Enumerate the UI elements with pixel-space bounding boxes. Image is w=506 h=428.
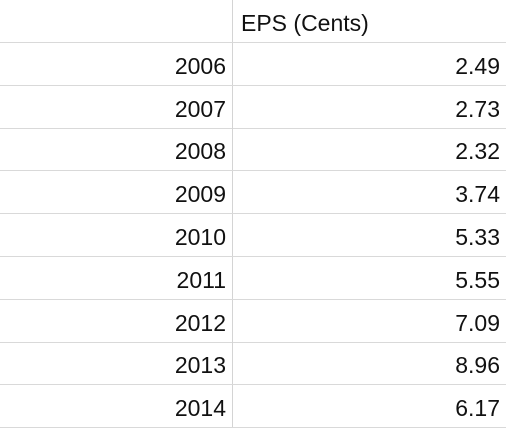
table-row: 2006 2.49: [0, 42, 506, 86]
table-row: 2007 2.73: [0, 85, 506, 129]
year-cell[interactable]: 2014: [0, 385, 233, 428]
eps-cell[interactable]: 3.74: [455, 181, 500, 208]
year-cell[interactable]: 2012: [0, 299, 233, 342]
header-row: EPS (Cents): [0, 0, 506, 43]
eps-cell[interactable]: 8.96: [455, 352, 500, 379]
eps-cell[interactable]: 2.32: [455, 138, 500, 165]
header-cell: [0, 0, 233, 42]
table-row: 2013 8.96: [0, 342, 506, 386]
year-cell[interactable]: 2010: [0, 214, 233, 256]
table-row: 2012 7.09: [0, 299, 506, 343]
table-row: 2011 5.55: [0, 256, 506, 300]
year-cell[interactable]: 2006: [0, 42, 233, 85]
table-row: 2014 6.17: [0, 385, 506, 428]
table-row: 2010 5.33: [0, 214, 506, 257]
year-cell[interactable]: 2008: [0, 128, 233, 171]
header-cell[interactable]: EPS (Cents): [241, 10, 369, 36]
eps-cell[interactable]: 2.73: [455, 95, 500, 122]
eps-cell[interactable]: 5.55: [455, 266, 500, 293]
year-cell[interactable]: 2007: [0, 85, 233, 128]
table-row: 2008 2.32: [0, 128, 506, 172]
eps-cell[interactable]: 6.17: [455, 395, 500, 422]
eps-cell[interactable]: 2.49: [455, 52, 500, 79]
year-cell[interactable]: 2011: [0, 256, 233, 299]
year-cell[interactable]: 2013: [0, 342, 233, 385]
year-cell[interactable]: 2009: [0, 171, 233, 214]
table-row: 2009 3.74: [0, 171, 506, 215]
eps-cell[interactable]: 7.09: [455, 309, 500, 336]
eps-cell[interactable]: 5.33: [455, 224, 500, 250]
